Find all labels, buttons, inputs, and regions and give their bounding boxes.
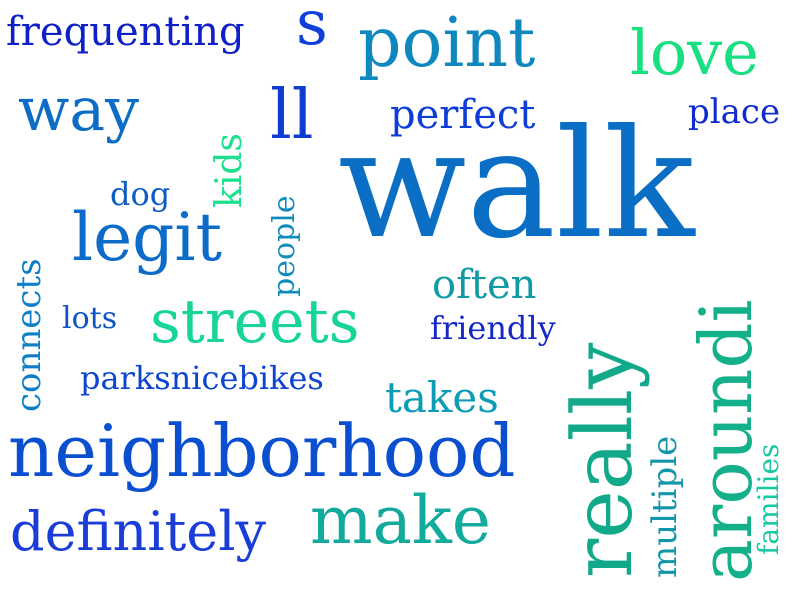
word-make: make (310, 482, 491, 559)
word-legit: legit (72, 199, 223, 276)
word-kids: kids (209, 133, 250, 208)
word-really: really (556, 342, 651, 578)
word-neighborhood: neighborhood (8, 409, 516, 493)
word-point: point (358, 4, 536, 83)
word-ll: ll (270, 76, 314, 155)
word-love: love (630, 16, 759, 89)
word-perfect: perfect (390, 92, 536, 138)
word-walk: walk (338, 98, 695, 272)
word-parksnicebikes: parksnicebikes (80, 359, 324, 397)
word-takes: takes (385, 373, 499, 422)
word-frequenting: frequenting (6, 9, 245, 55)
word-friendly: friendly (430, 309, 556, 347)
word-way: way (18, 75, 140, 145)
word-families: families (752, 443, 785, 555)
word-people: people (267, 195, 302, 297)
word-lots: lots (62, 301, 118, 336)
word-place: place (688, 92, 781, 132)
word-often: often (432, 262, 537, 308)
word-multiple: multiple (645, 435, 685, 578)
word-definitely: definitely (10, 500, 267, 563)
word-dog: dog (110, 175, 171, 213)
word-connects: connects (9, 258, 49, 412)
word-s: s (296, 0, 328, 59)
word-streets: streets (150, 287, 360, 357)
